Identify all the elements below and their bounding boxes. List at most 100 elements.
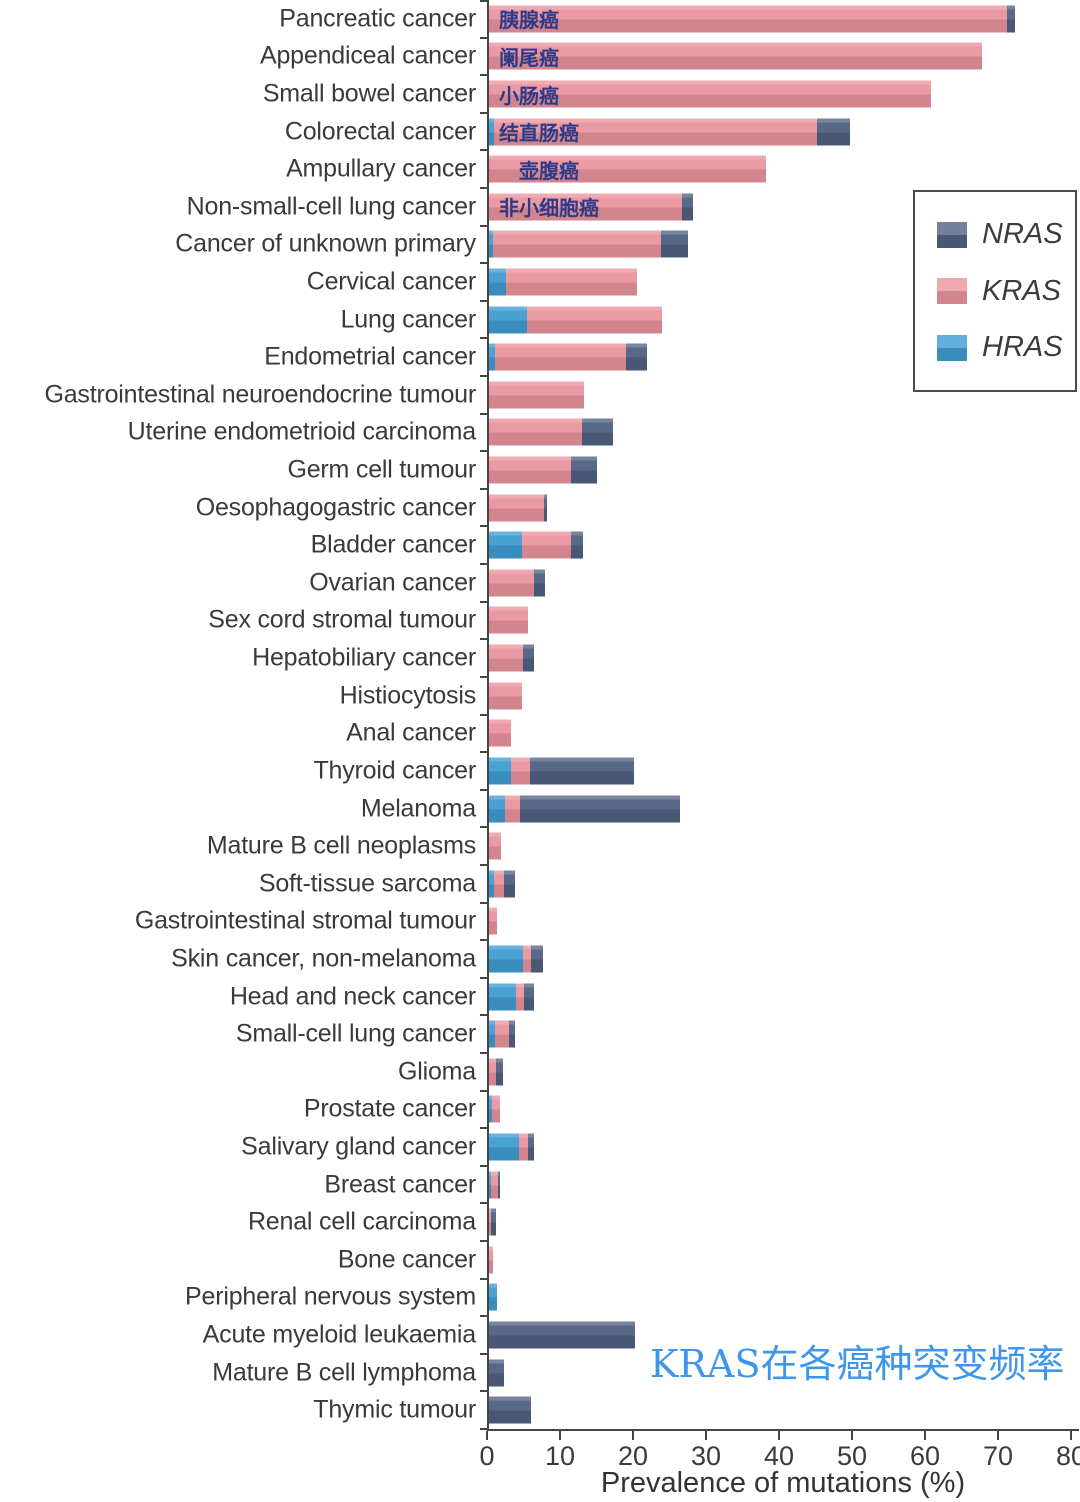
bar-segment-nras: [570, 531, 584, 559]
bar-segment-nras: [1007, 5, 1015, 33]
bar-strip: [489, 306, 663, 334]
bar-segment-hras: [489, 118, 495, 146]
bar-row: Germ cell tumour: [0, 451, 1080, 489]
category-label: Endometrial cancer: [264, 342, 476, 371]
category-label: Small bowel cancer: [262, 79, 476, 108]
bar-segment-kras: [522, 945, 532, 973]
bar-strip: 阑尾癌: [489, 42, 982, 70]
category-label: Lung cancer: [340, 305, 477, 334]
bar-row: Mature B cell neoplasms: [0, 827, 1080, 865]
bar-annotation: 小肠癌: [499, 83, 559, 108]
bar-strip: [489, 757, 634, 785]
bar-annotation: 非小细胞癌: [499, 196, 599, 221]
bar-segment-nras: [489, 1321, 635, 1349]
category-label: Ovarian cancer: [309, 568, 476, 597]
bar-segment-nras: [529, 757, 634, 785]
legend-item-hras: HRAS: [937, 331, 1075, 364]
y-axis-tick: [480, 0, 487, 2]
y-axis-tick: [480, 525, 487, 527]
bar-segment-kras: [489, 1058, 496, 1086]
bar-segment-nras: [570, 456, 598, 484]
bar-segment-kras: [505, 268, 638, 296]
bar-strip: [489, 230, 688, 258]
y-axis-tick: [480, 300, 487, 302]
category-label: Renal cell carcinoma: [247, 1207, 476, 1236]
bar-segment-kras: [505, 795, 521, 822]
hras-swatch-icon: [937, 334, 967, 361]
y-axis-tick: [480, 1240, 487, 1242]
bar-strip: [489, 606, 528, 634]
bar-row: Head and neck cancer: [0, 978, 1080, 1016]
bar-annotation: 胰腺癌: [499, 8, 559, 33]
category-label: Sex cord stromal tumour: [208, 605, 476, 634]
bar-row: Gastrointestinal neuroendocrine tumour: [0, 376, 1080, 414]
bar-strip: [489, 1058, 504, 1086]
bar-strip: [489, 1133, 535, 1161]
y-axis-tick: [480, 864, 487, 866]
bar-segment-kras: [521, 531, 571, 559]
bar-strip: 小肠癌: [489, 80, 931, 108]
category-label: Melanoma: [360, 794, 476, 822]
y-axis-tick: [480, 74, 487, 76]
x-axis-tick: [924, 1431, 926, 1440]
category-label: Glioma: [398, 1057, 476, 1086]
bar-strip: [489, 644, 535, 672]
bar-segment-kras: [489, 1246, 494, 1274]
bar-segment-nras: [816, 118, 851, 146]
bar-segment-kras: [489, 456, 571, 484]
bar-row: Soft-tissue sarcoma: [0, 865, 1080, 903]
y-axis-tick: [480, 37, 487, 39]
y-axis-tick: [480, 112, 487, 114]
bar-segment-nras: [504, 870, 516, 898]
category-label: Cervical cancer: [306, 267, 476, 296]
bar-row: Uterine endometrioid carcinoma: [0, 414, 1080, 452]
bar-strip: [489, 719, 511, 747]
x-axis-tick-label: 30: [690, 1441, 722, 1471]
bar-strip: [489, 682, 522, 710]
y-axis-tick: [480, 939, 487, 941]
x-axis-tick-label: 10: [544, 1441, 576, 1471]
x-axis-tick: [1070, 1431, 1072, 1440]
bar-segment-hras: [489, 343, 495, 371]
bar-row: Peripheral nervous system: [0, 1279, 1080, 1317]
bar-segment-kras: [489, 907, 498, 935]
bar-segment-kras: [494, 343, 627, 371]
y-axis-tick: [480, 1127, 487, 1129]
legend-label: KRAS: [982, 274, 1061, 307]
y-axis-tick: [480, 1165, 487, 1167]
bar-segment-nras: [660, 230, 688, 258]
bar-segment-nras: [524, 983, 535, 1011]
bar-segment-hras: [489, 230, 493, 258]
bar-strip: [489, 381, 584, 409]
bar-segment-nras: [533, 569, 546, 597]
bar-strip: [489, 945, 543, 973]
nras-swatch-icon: [937, 221, 967, 248]
x-axis-tick-label: 80: [1055, 1441, 1080, 1471]
category-label: Thymic tumour: [313, 1395, 476, 1424]
x-axis-tick: [632, 1431, 634, 1440]
x-axis-tick: [851, 1431, 853, 1440]
bar-annotation: 结直肠癌: [499, 121, 579, 146]
category-label: Mature B cell lymphoma: [212, 1358, 476, 1387]
category-label: Uterine endometrioid carcinoma: [127, 417, 477, 446]
y-axis-tick: [480, 789, 487, 791]
bar-segment-kras: [494, 118, 817, 146]
bar-row: Bone cancer: [0, 1241, 1080, 1279]
plot-rows: Pancreatic cancer 胰腺癌 Appendiceal cancer 阑尾…: [0, 4, 1080, 1424]
bar-row: Cervical cancer: [0, 263, 1080, 301]
bar-strip: [489, 268, 638, 296]
category-label: Small-cell lung cancer: [235, 1019, 476, 1048]
bar-strip: [489, 418, 614, 446]
legend-item-nras: NRAS: [937, 218, 1075, 251]
bar-row: Ovarian cancer: [0, 564, 1080, 602]
bar-strip: [489, 1171, 501, 1199]
bar-segment-hras: [489, 757, 511, 785]
y-axis-tick: [480, 413, 487, 415]
y-axis-tick: [480, 262, 487, 264]
y-axis-tick: [480, 638, 487, 640]
legend-label: HRAS: [982, 331, 1063, 363]
y-axis-tick: [480, 337, 487, 339]
bar-segment-kras: [489, 193, 683, 221]
legend: NRAS KRAS HRAS: [913, 190, 1077, 392]
bar-strip: [489, 1321, 635, 1349]
